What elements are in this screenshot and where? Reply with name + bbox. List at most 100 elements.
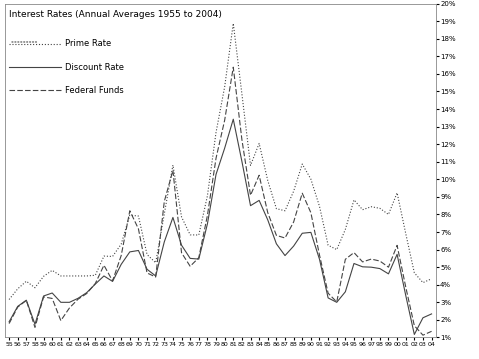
Federal Funds — [411, 323, 417, 328]
Prime Rate — [84, 274, 90, 278]
Discount Rate — [92, 282, 98, 286]
Federal Funds — [144, 271, 150, 275]
Federal Funds — [170, 168, 176, 173]
Discount Rate — [351, 261, 357, 266]
Discount Rate — [317, 257, 322, 261]
Prime Rate — [230, 21, 236, 25]
Discount Rate — [75, 296, 81, 300]
Line: Discount Rate: Discount Rate — [9, 119, 432, 335]
Discount Rate — [291, 244, 297, 248]
Federal Funds — [161, 199, 167, 204]
Discount Rate — [84, 290, 90, 295]
Federal Funds — [222, 118, 228, 122]
Prime Rate — [161, 212, 167, 216]
Prime Rate — [420, 280, 426, 285]
Federal Funds — [118, 253, 124, 258]
Prime Rate — [15, 286, 21, 291]
Discount Rate — [308, 230, 314, 234]
Prime Rate — [394, 191, 400, 195]
Discount Rate — [41, 294, 46, 298]
Prime Rate — [179, 215, 184, 219]
Text: Interest Rates (Annual Averages 1955 to 2004): Interest Rates (Annual Averages 1955 to … — [9, 10, 222, 19]
Prime Rate — [110, 254, 115, 258]
Federal Funds — [239, 137, 245, 142]
Prime Rate — [196, 233, 202, 237]
Prime Rate — [248, 163, 253, 168]
Federal Funds — [84, 292, 90, 296]
Discount Rate — [248, 204, 253, 208]
Prime Rate — [213, 130, 219, 135]
Discount Rate — [179, 243, 184, 247]
Discount Rate — [420, 316, 426, 320]
Discount Rate — [239, 159, 245, 164]
Discount Rate — [230, 117, 236, 121]
Federal Funds — [32, 325, 38, 330]
Prime Rate — [360, 208, 365, 212]
Prime Rate — [325, 243, 331, 247]
Discount Rate — [213, 172, 219, 177]
Prime Rate — [282, 209, 288, 213]
Prime Rate — [6, 297, 12, 302]
Prime Rate — [377, 206, 383, 210]
Line: Federal Funds: Federal Funds — [9, 67, 432, 335]
Discount Rate — [386, 272, 391, 276]
Discount Rate — [6, 320, 12, 324]
Discount Rate — [161, 240, 167, 244]
Discount Rate — [265, 218, 271, 222]
Prime Rate — [127, 213, 133, 217]
Prime Rate — [429, 277, 434, 281]
Prime Rate — [23, 279, 29, 283]
Prime Rate — [368, 205, 374, 209]
Discount Rate — [334, 300, 340, 304]
Prime Rate — [58, 274, 64, 278]
Discount Rate — [15, 304, 21, 308]
Discount Rate — [299, 231, 305, 236]
Prime Rate — [386, 212, 391, 216]
Line: Prime Rate: Prime Rate — [9, 23, 432, 299]
Discount Rate — [118, 262, 124, 266]
Prime Rate — [153, 261, 159, 265]
Federal Funds — [429, 329, 434, 334]
Federal Funds — [6, 321, 12, 326]
Discount Rate — [136, 248, 141, 253]
Prime Rate — [411, 271, 417, 275]
Discount Rate — [127, 250, 133, 254]
Discount Rate — [403, 293, 409, 298]
Discount Rate — [411, 332, 417, 337]
Discount Rate — [187, 256, 193, 261]
Discount Rate — [67, 300, 72, 304]
Federal Funds — [205, 213, 210, 218]
Prime Rate — [334, 247, 340, 252]
Federal Funds — [299, 191, 305, 195]
Prime Rate — [291, 189, 297, 194]
Discount Rate — [101, 274, 107, 278]
Discount Rate — [49, 291, 55, 295]
Prime Rate — [205, 194, 210, 198]
Federal Funds — [58, 318, 64, 323]
Discount Rate — [58, 300, 64, 304]
Federal Funds — [136, 227, 141, 231]
Prime Rate — [317, 204, 322, 209]
Prime Rate — [144, 252, 150, 257]
Prime Rate — [101, 254, 107, 258]
Prime Rate — [32, 285, 38, 290]
Federal Funds — [317, 253, 322, 257]
Discount Rate — [256, 198, 262, 202]
Federal Funds — [342, 257, 348, 261]
Federal Funds — [49, 296, 55, 300]
Prime Rate — [118, 242, 124, 246]
Discount Rate — [377, 266, 383, 271]
Prime Rate — [222, 85, 228, 89]
Federal Funds — [394, 243, 400, 248]
Discount Rate — [196, 257, 202, 261]
Federal Funds — [110, 279, 115, 283]
Prime Rate — [351, 198, 357, 202]
Federal Funds — [213, 156, 219, 160]
Discount Rate — [274, 242, 279, 246]
Federal Funds — [291, 220, 297, 224]
Federal Funds — [248, 193, 253, 197]
Text: Discount Rate: Discount Rate — [65, 62, 124, 71]
Federal Funds — [274, 233, 279, 238]
Federal Funds — [325, 291, 331, 295]
Federal Funds — [196, 256, 202, 260]
